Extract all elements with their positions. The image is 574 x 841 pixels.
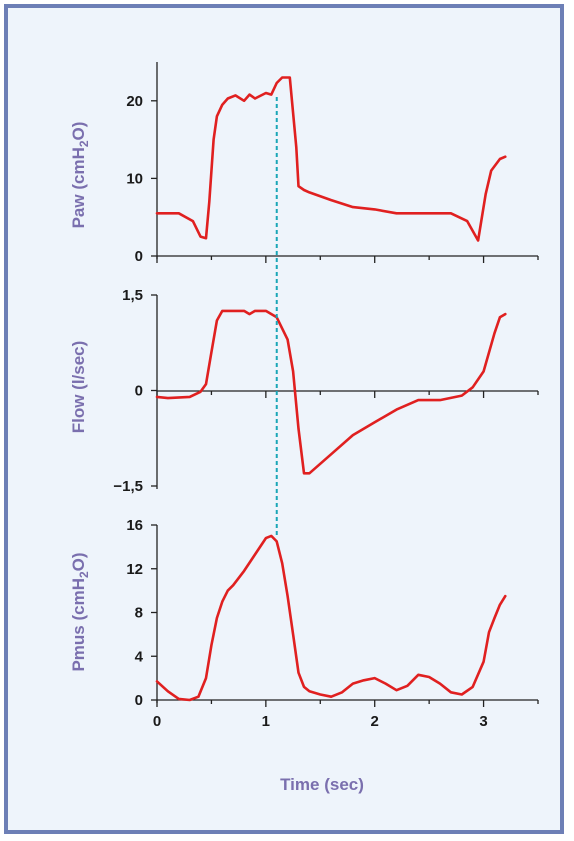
flow-ytick-label: 1,5 bbox=[122, 287, 143, 304]
paw-series-line bbox=[155, 76, 507, 242]
flow-ytick-label: 0 bbox=[135, 383, 143, 400]
flow-series-line bbox=[155, 309, 507, 475]
pmus-xtick-label: 0 bbox=[153, 713, 161, 730]
pmus-ytick-label: 8 bbox=[135, 605, 143, 622]
flow-ytick-label: −1,5 bbox=[113, 478, 143, 495]
pmus-axis-title: Pmus (cmH2O) bbox=[69, 552, 91, 671]
time-axis-title: Time (sec) bbox=[280, 775, 364, 794]
paw-axis-title: Paw (cmH2O) bbox=[69, 122, 91, 229]
pmus-series-line bbox=[155, 534, 507, 702]
pmus-xtick-label: 2 bbox=[371, 713, 379, 730]
paw-ytick-label: 0 bbox=[135, 248, 143, 265]
pmus-ytick-label: 12 bbox=[126, 561, 143, 578]
pmus-xtick-label: 1 bbox=[262, 713, 270, 730]
pmus-ytick-label: 0 bbox=[135, 692, 143, 709]
paw-ytick-label: 10 bbox=[126, 170, 143, 187]
figure-frame bbox=[4, 4, 564, 834]
pmus-ytick-label: 16 bbox=[126, 517, 143, 534]
paw-ytick-label: 20 bbox=[126, 93, 143, 110]
pmus-xtick-label: 3 bbox=[479, 713, 487, 730]
pmus-ytick-label: 4 bbox=[135, 648, 144, 665]
flow-axis-title: Flow (l/sec) bbox=[69, 341, 88, 434]
